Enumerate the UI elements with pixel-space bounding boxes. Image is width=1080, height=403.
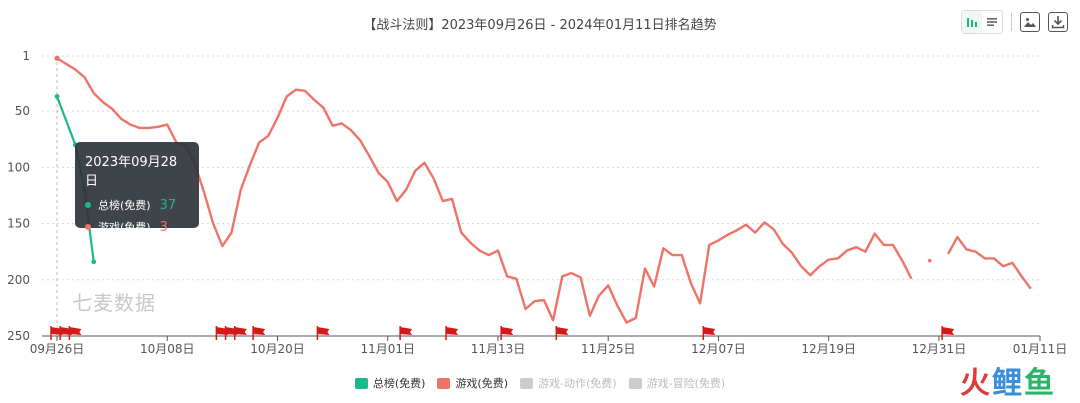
series-line-game: [947, 235, 1032, 290]
legend-label-game-action: 游戏-动作(免费): [538, 377, 617, 390]
tooltip-dot-total: [85, 202, 91, 208]
legend-swatch-game-action: [520, 377, 534, 389]
legend-item-game-action[interactable]: 游戏-动作(免费): [520, 375, 617, 391]
event-flag-icon: [556, 327, 569, 335]
view-toggle[interactable]: [961, 10, 1003, 34]
tooltip-dot-game: [85, 224, 91, 230]
tooltip-row-total: 总榜(免费) 37: [85, 197, 189, 213]
y-tick-label: 100: [7, 160, 30, 174]
download-icon[interactable]: [1048, 12, 1068, 32]
legend-label-total: 总榜(免费): [372, 377, 426, 390]
legend-swatch-total: [354, 377, 368, 389]
event-flag-icon: [317, 327, 330, 335]
legend-label-game: 游戏(免费): [455, 377, 509, 390]
legend-label-game-adventure: 游戏-冒险(免费): [646, 377, 726, 390]
x-tick-label: 12月19日: [801, 342, 856, 356]
event-flag-icon: [703, 327, 716, 335]
event-flags: [50, 326, 955, 340]
data-point-total: [54, 94, 60, 99]
legend-item-total[interactable]: 总榜(免费): [354, 375, 426, 391]
legend-swatch-game: [437, 377, 451, 389]
chart-toolbar: [961, 10, 1068, 34]
y-tick-label: 50: [15, 104, 30, 118]
tooltip-label-total: 总榜(免费): [98, 199, 151, 212]
event-flag-icon: [234, 327, 247, 335]
y-tick-label: 150: [7, 217, 30, 231]
legend-swatch-game-adventure: [628, 377, 642, 389]
series-line-game: [56, 57, 913, 324]
x-tick-label: 11月13日: [471, 342, 526, 356]
logo-char-3: 鱼: [1024, 366, 1056, 401]
event-flag-icon: [253, 327, 266, 335]
x-tick-label: 11月25日: [581, 342, 636, 356]
data-point-total: [91, 259, 97, 265]
list-icon[interactable]: [982, 11, 1002, 33]
y-tick-label: 200: [7, 273, 30, 287]
x-tick-label: 11月01日: [360, 342, 415, 356]
tooltip-value-total: 37: [159, 197, 177, 213]
event-flag-icon: [69, 327, 82, 335]
tooltip-value-game: 3: [159, 219, 168, 235]
tooltip-label-game: 游戏(免费): [98, 221, 151, 234]
y-tick-label: 250: [7, 329, 30, 343]
grid-lines: [42, 55, 1040, 281]
legend-item-game-adventure[interactable]: 游戏-冒险(免费): [628, 375, 726, 391]
logo-char-2: 鲤: [992, 366, 1024, 401]
event-flag-icon: [446, 327, 459, 335]
watermark: 七麦数据: [72, 291, 156, 315]
tooltip: 2023年09月28日 总榜(免费) 37 游戏(免费) 3: [75, 142, 199, 235]
event-flag-icon: [501, 327, 514, 335]
x-tick-label: 12月07日: [691, 342, 746, 356]
event-flag-icon: [942, 327, 955, 335]
x-tick-label: 01月11日: [1013, 342, 1068, 356]
x-tick-label: 09月26日: [30, 342, 85, 356]
legend: 总榜(免费) 游戏(免费) 游戏-动作(免费) 游戏-冒险(免费): [0, 375, 1080, 391]
event-flag-icon: [400, 327, 413, 335]
data-point-game: [54, 55, 60, 61]
toolbar-divider: [1011, 13, 1012, 31]
x-tick-label: 10月20日: [250, 342, 305, 356]
bar-chart-icon[interactable]: [962, 11, 982, 33]
series-lines: [54, 55, 1032, 324]
x-tick-label: 10月08日: [140, 342, 195, 356]
brand-logo: 火鲤鱼: [960, 358, 1056, 402]
legend-item-game[interactable]: 游戏(免费): [437, 375, 508, 391]
data-point-game: [927, 258, 932, 263]
x-tick-label: 12月31日: [912, 342, 967, 356]
logo-char-1: 火: [960, 366, 992, 401]
y-tick-label: 1: [22, 49, 30, 63]
tooltip-row-game: 游戏(免费) 3: [85, 219, 189, 235]
image-icon[interactable]: [1020, 12, 1040, 32]
x-axis-ticks: 09月26日 10月08日 10月20日 11月01日 11月13日 11月25日 12月0…: [30, 336, 1068, 356]
tooltip-date: 2023年09月28日: [85, 155, 178, 189]
chart-title: 【战斗法则】2023年09月26日 - 2024年01月11日排名趋势: [363, 18, 717, 33]
